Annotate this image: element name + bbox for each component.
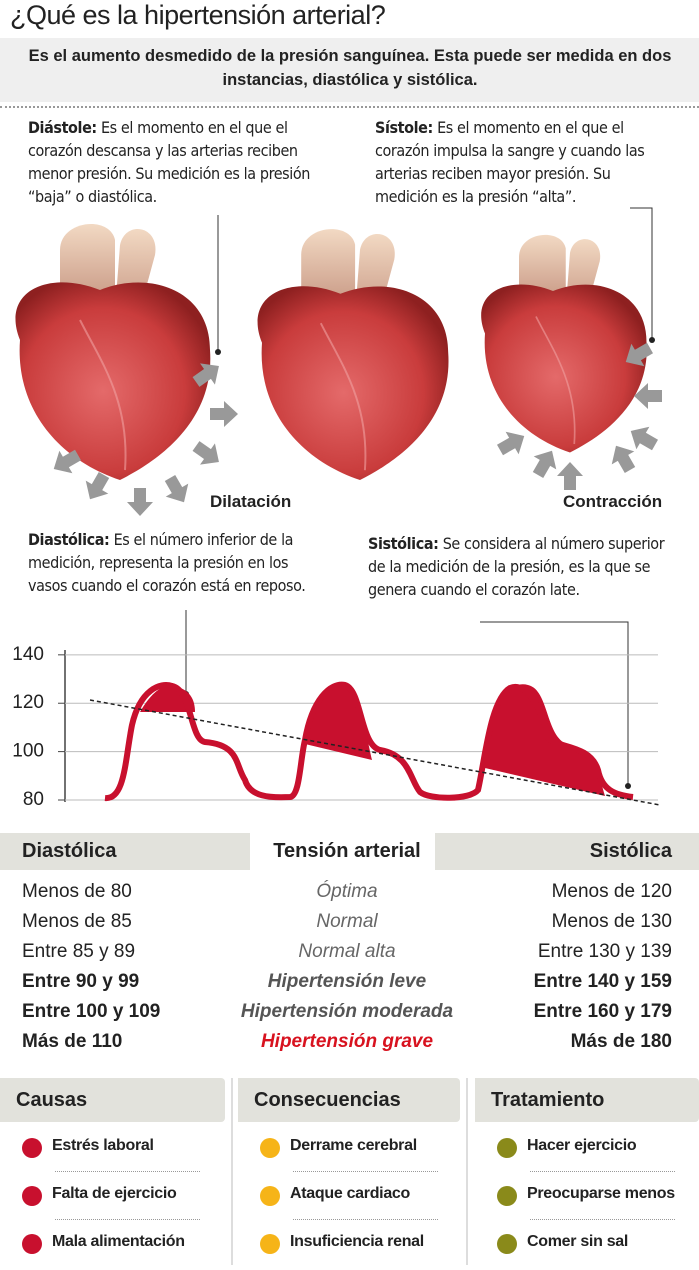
y-tick-label: 80 [23, 789, 44, 810]
bullet [260, 1234, 280, 1254]
heart-dilated [14, 222, 212, 481]
subtitle-bg [0, 38, 699, 102]
cell: Normal alta [298, 941, 396, 962]
diastolic-text: Diastólica: Es el número inferior de la … [28, 528, 308, 597]
cell: Entre 90 y 99 [22, 971, 140, 992]
cell: Hipertensión leve [267, 971, 427, 992]
cell: Más de 110 [22, 1031, 123, 1052]
panel-title: Tratamiento [475, 1078, 699, 1122]
item-divider [55, 1219, 200, 1220]
label: Diástole: [28, 118, 97, 137]
bullet [260, 1138, 280, 1158]
cell: Menos de 130 [551, 911, 672, 932]
cell: Óptima [316, 881, 378, 902]
heart-contracted [480, 234, 648, 454]
item-divider [293, 1171, 438, 1172]
table-row: Menos de 80 Óptima Menos de 120 [0, 877, 699, 907]
cell: Entre 160 y 179 [533, 1001, 672, 1022]
cell: Entre 130 y 139 [537, 941, 672, 962]
item-divider [530, 1219, 675, 1220]
table-row: Menos de 85 Normal Menos de 130 [0, 907, 699, 937]
table-row: Entre 85 y 89 Normal alta Entre 130 y 139 [0, 937, 699, 967]
panel-title: Causas [0, 1078, 225, 1122]
table-row: Más de 110 Hipertensión grave Más de 180 [0, 1027, 699, 1057]
label: Sístole: [375, 118, 433, 137]
panel-item: Comer sin sal [527, 1233, 629, 1250]
dilation-label: Dilatación [210, 492, 292, 511]
diastole-text: Diástole: Es el momento en el que el cor… [28, 116, 318, 208]
text: Es el número inferior de la medición, re… [28, 530, 306, 595]
divider [0, 106, 699, 108]
panel-title: Consecuencias [238, 1078, 460, 1122]
bullet [22, 1186, 42, 1206]
y-tick-label: 140 [12, 644, 44, 665]
header-bg [0, 833, 250, 870]
contraction-label: Contracción [563, 492, 663, 511]
cell: Más de 180 [570, 1031, 672, 1052]
panel-item: Mala alimentación [52, 1233, 185, 1250]
cell: Entre 140 y 159 [533, 971, 672, 992]
item-divider [530, 1171, 675, 1172]
bullet [497, 1138, 517, 1158]
cell: Menos de 80 [22, 881, 132, 902]
title: ¿Qué es la hipertensión arterial? [10, 0, 386, 30]
table-row: Entre 90 y 99 Hipertensión leve Entre 140 … [0, 967, 699, 997]
panel-item: Hacer ejercicio [527, 1137, 637, 1154]
panel-item: Insuficiencia renal [290, 1233, 424, 1250]
cell: Hipertensión grave [260, 1031, 434, 1052]
bullet [497, 1234, 517, 1254]
cell: Entre 100 y 109 [22, 1001, 161, 1022]
panel-item: Derrame cerebral [290, 1137, 417, 1154]
systolic-text: Sistólica: Se considera al número superi… [368, 532, 683, 601]
label: Sistólica: [368, 534, 439, 553]
table-row: Entre 100 y 109 Hipertensión moderada Entr… [0, 997, 699, 1027]
text: Se considera al número superior de la me… [368, 534, 665, 599]
cell: Hipertensión moderada [240, 1001, 454, 1022]
bullet [260, 1186, 280, 1206]
item-divider [55, 1171, 200, 1172]
item-divider [293, 1219, 438, 1220]
subtitle: Es el aumento desmedido de la presión sa… [28, 47, 672, 89]
waveform [89, 681, 661, 806]
cell: Entre 85 y 89 [22, 941, 136, 962]
bullet [22, 1234, 42, 1254]
y-tick-label: 120 [12, 692, 44, 713]
text: Es el momento en el que el corazón desca… [28, 118, 311, 206]
bullet [497, 1186, 517, 1206]
cell: Normal [316, 911, 378, 932]
y-tick-label: 100 [12, 741, 44, 762]
heart [256, 228, 450, 481]
panel-item: Estrés laboral [52, 1137, 154, 1154]
leaders [185, 207, 653, 785]
panel-item: Falta de ejercicio [52, 1185, 177, 1202]
table-header: Tensión arterial [273, 840, 421, 862]
text: Es el momento en el que el corazón impul… [375, 118, 645, 206]
table-header: Diastólica [22, 840, 117, 862]
cell: Menos de 85 [22, 911, 132, 932]
panel-item: Preocuparse menos [527, 1185, 675, 1202]
cell: Menos de 120 [551, 881, 672, 902]
panel-item: Ataque cardiaco [290, 1185, 410, 1202]
header-bg [435, 833, 699, 870]
label: Diastólica: [28, 530, 110, 549]
table-header: Sistólica [589, 840, 672, 862]
systole-text: Sístole: Es el momento en el que el cora… [375, 116, 675, 208]
bullet [22, 1138, 42, 1158]
